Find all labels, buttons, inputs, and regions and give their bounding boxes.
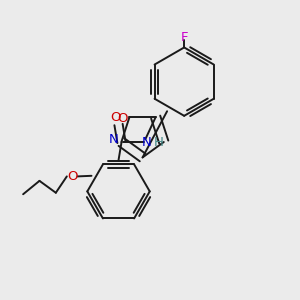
Text: F: F [180,31,188,44]
Text: H: H [154,136,164,149]
Text: O: O [67,170,77,183]
Text: N: N [142,136,152,149]
Text: N: N [109,133,119,146]
Text: O: O [117,112,127,125]
Text: O: O [110,111,121,124]
